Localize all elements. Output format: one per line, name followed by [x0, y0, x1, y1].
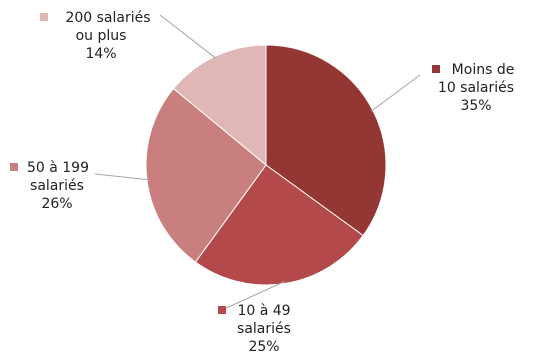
- label-percent: 35%: [460, 98, 491, 114]
- label-line: 10 à 49: [237, 303, 290, 319]
- label-line: Moins de: [452, 62, 515, 78]
- label-line: 200 salariés: [65, 10, 150, 26]
- slice-labels: Moins de 10 salariés 35% 10 à 49 salarié…: [10, 10, 514, 353]
- label-line: 50 à 199: [27, 160, 89, 176]
- pie-slice-200-ou-plus: [172, 44, 267, 167]
- slice-label-50-a-199: 50 à 199 salariés 26%: [10, 160, 89, 212]
- leader-line: [221, 281, 285, 311]
- slice-label-200-ou-plus: 200 salariés ou plus 14%: [40, 10, 151, 62]
- label-line: 10 salariés: [438, 80, 514, 96]
- label-swatch: [10, 163, 18, 171]
- label-line: ou plus: [76, 28, 127, 44]
- label-percent: 14%: [85, 46, 116, 62]
- leader-lines: [94, 14, 421, 311]
- label-line: salariés: [30, 178, 84, 194]
- label-swatch: [218, 306, 226, 314]
- leader-line: [159, 14, 217, 59]
- pie-slice-10-a-49: [194, 164, 364, 286]
- label-swatch: [432, 65, 440, 73]
- label-swatch: [40, 13, 48, 21]
- leader-line: [94, 173, 149, 181]
- leader-line: [370, 74, 421, 112]
- slice-label-10-a-49: 10 à 49 salariés 25%: [218, 303, 291, 353]
- label-line: salariés: [237, 321, 291, 337]
- label-percent: 25%: [248, 339, 279, 353]
- label-percent: 26%: [41, 196, 72, 212]
- slice-label-moins-de-10: Moins de 10 salariés 35%: [432, 62, 514, 114]
- pie-slices: [145, 44, 387, 286]
